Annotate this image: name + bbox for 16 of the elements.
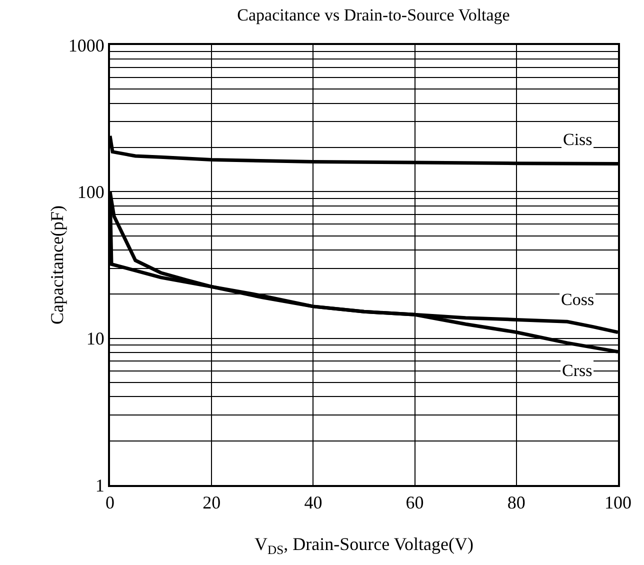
series-label: Crss <box>562 361 592 380</box>
series-label: Coss <box>561 290 594 309</box>
x-tick-label: 40 <box>304 492 322 513</box>
y-tick-label: 10 <box>86 328 104 349</box>
y-axis-title: Capacitance(pF) <box>47 206 67 324</box>
y-tick-label: 1 <box>95 475 104 496</box>
series-label: Ciss <box>563 130 592 149</box>
y-tick-label: 1000 <box>68 35 104 56</box>
chart-title: Capacitance vs Drain-to-Source Voltage <box>237 5 510 24</box>
x-axis-title: V$_{DS}$, Drain-Source Voltage(V) <box>254 534 474 557</box>
y-tick-label: 100 <box>77 182 104 202</box>
x-tick-label: 60 <box>406 492 424 513</box>
x-tick-label: 80 <box>507 492 526 513</box>
x-tick-label: 20 <box>202 492 221 513</box>
x-tick-label: 0 <box>106 492 114 513</box>
x-tick-label: 100 <box>604 492 632 513</box>
